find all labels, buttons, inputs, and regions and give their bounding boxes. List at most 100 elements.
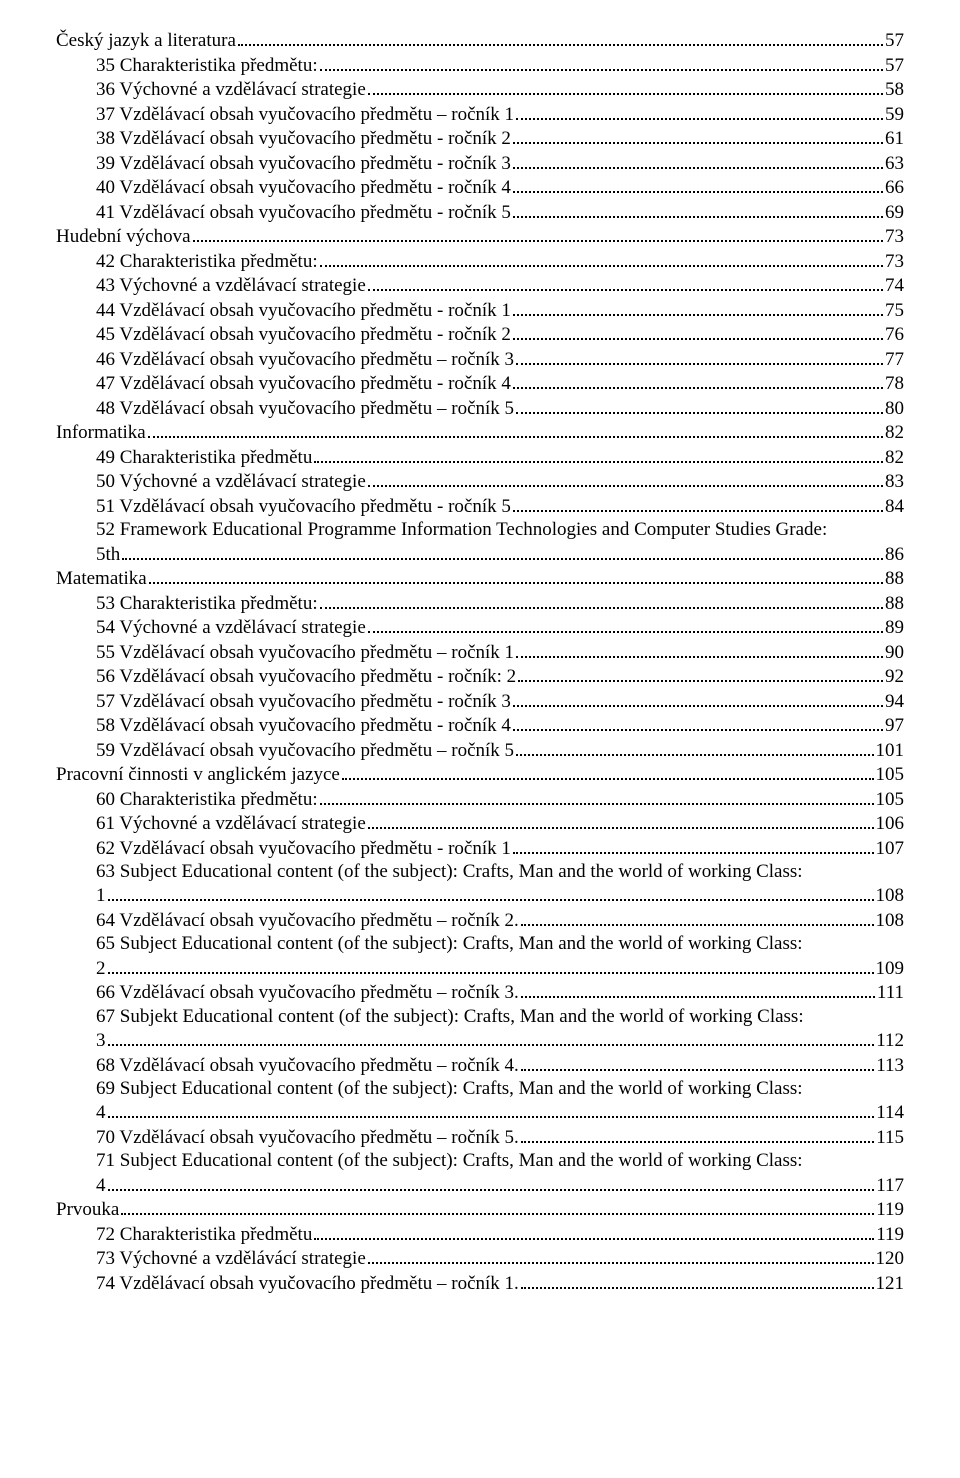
toc-entry: 71 Subject Educational content (of the s… <box>56 1149 904 1197</box>
toc-entry: 36 Výchovné a vzdělávací strategie58 <box>56 77 904 102</box>
toc-title-tail: 2 <box>96 957 106 980</box>
toc-line: 3112 <box>96 1028 904 1053</box>
toc-page: 83 <box>885 470 904 493</box>
toc-title: 41 Vzdělávací obsah vyučovacího předmětu… <box>96 201 511 224</box>
toc-leader <box>513 200 883 218</box>
toc-leader <box>108 1028 875 1046</box>
toc-title: 59 Vzdělávací obsah vyučovacího předmětu… <box>96 739 514 762</box>
toc-title: 52 Framework Educational Programme Infor… <box>96 518 904 541</box>
toc-leader <box>513 175 883 193</box>
toc-entry: Hudební výchova73 <box>56 224 904 249</box>
toc-page: 82 <box>885 421 904 444</box>
toc-leader <box>314 1222 874 1240</box>
toc-entry: 54 Výchovné a vzdělávací strategie89 <box>56 615 904 640</box>
toc-title: 40 Vzdělávací obsah vyučovacího předmětu… <box>96 176 511 199</box>
toc-title: 56 Vzdělávací obsah vyučovacího předmětu… <box>96 665 516 688</box>
toc-entry: 45 Vzdělávací obsah vyučovacího předmětu… <box>56 322 904 347</box>
toc-page: 121 <box>876 1272 905 1295</box>
toc-entry: 60 Charakteristika předmětu:105 <box>56 786 904 811</box>
toc-entry: Matematika88 <box>56 566 904 591</box>
toc-title: 53 Charakteristika předmětu: <box>96 592 318 615</box>
toc-leader <box>108 956 874 974</box>
toc-leader <box>516 102 883 120</box>
toc-title: 62 Vzdělávací obsah vyučovacího předmětu… <box>96 837 511 860</box>
toc-page: 77 <box>885 348 904 371</box>
toc-title-tail: 1 <box>96 884 106 907</box>
toc-line: 1 108 <box>96 883 904 908</box>
toc-title: 54 Výchovné a vzdělávací strategie <box>96 616 366 639</box>
toc-title: 55 Vzdělávací obsah vyučovacího předmětu… <box>96 641 514 664</box>
toc-title: 65 Subject Educational content (of the s… <box>96 932 904 955</box>
toc-leader <box>320 786 874 804</box>
toc-title-tail: 5th <box>96 543 120 566</box>
toc-leader <box>368 1246 874 1264</box>
toc-page: 106 <box>876 812 905 835</box>
toc-entry: 48 Vzdělávací obsah vyučovacího předmětu… <box>56 396 904 421</box>
toc-title: 67 Subjekt Educational content (of the s… <box>96 1005 904 1028</box>
toc-title-tail: 4 <box>96 1174 106 1197</box>
toc-entry: 38 Vzdělávací obsah vyučovacího předmětu… <box>56 126 904 151</box>
toc-title: 35 Charakteristika předmětu: <box>96 54 318 77</box>
toc-leader <box>513 322 883 340</box>
toc-entry: 59 Vzdělávací obsah vyučovacího předmětu… <box>56 737 904 762</box>
toc-entry: 49 Charakteristika předmětu 82 <box>56 445 904 470</box>
toc-title: 45 Vzdělávací obsah vyučovacího předmětu… <box>96 323 511 346</box>
toc-entry: 39 Vzdělávací obsah vyučovacího předmětu… <box>56 151 904 176</box>
toc-leader <box>516 737 873 755</box>
toc-title-tail: 4 <box>96 1101 106 1124</box>
toc-page: 97 <box>885 714 904 737</box>
toc-entry: Informatika82 <box>56 420 904 445</box>
toc-entry: 66 Vzdělávací obsah vyučovacího předmětu… <box>56 980 904 1005</box>
toc-entry: 43 Výchovné a vzdělávací strategie74 <box>56 273 904 298</box>
toc-leader <box>368 77 883 95</box>
toc-page: 88 <box>885 592 904 615</box>
toc-line: 4114 <box>96 1100 904 1125</box>
toc-leader <box>521 1052 874 1070</box>
toc-page: 76 <box>885 323 904 346</box>
toc-leader <box>149 566 883 584</box>
toc-entry: 51 Vzdělávací obsah vyučovacího předmětu… <box>56 494 904 519</box>
toc-leader <box>518 664 883 682</box>
toc-leader <box>368 811 874 829</box>
toc-entry: 61 Výchovné a vzdělávací strategie106 <box>56 811 904 836</box>
toc-leader <box>516 347 883 365</box>
toc-title: Pracovní činnosti v anglickém jazyce <box>56 763 340 786</box>
toc-title: 69 Subject Educational content (of the s… <box>96 1077 904 1100</box>
toc-entry: 46 Vzdělávací obsah vyučovacího předmětu… <box>56 347 904 372</box>
toc-leader <box>521 1271 874 1289</box>
toc-title: Český jazyk a literatura <box>56 29 236 52</box>
toc-page: 63 <box>885 152 904 175</box>
toc-title: 64 Vzdělávací obsah vyučovacího předmětu… <box>96 909 519 932</box>
toc-page: 88 <box>885 567 904 590</box>
toc-page: 59 <box>885 103 904 126</box>
toc-leader <box>108 1100 875 1118</box>
toc-leader <box>521 980 875 998</box>
toc-page: 57 <box>885 29 904 52</box>
toc-entry: 52 Framework Educational Programme Infor… <box>56 518 904 566</box>
toc-title: 36 Výchovné a vzdělávací strategie <box>96 78 366 101</box>
toc-entry: 35 Charakteristika předmětu: 57 <box>56 53 904 78</box>
toc-page: 75 <box>885 299 904 322</box>
toc-leader <box>193 224 883 242</box>
toc-leader <box>122 541 883 559</box>
toc-leader <box>148 420 883 438</box>
toc-page: 108 <box>876 884 905 907</box>
toc-title: 68 Vzdělávací obsah vyučovacího předmětu… <box>96 1054 519 1077</box>
toc-entry: 47 Vzdělávací obsah vyučovacího předmětu… <box>56 371 904 396</box>
toc-page: 57 <box>885 54 904 77</box>
toc-title: 57 Vzdělávací obsah vyučovacího předmětu… <box>96 690 511 713</box>
toc-page: 78 <box>885 372 904 395</box>
toc-page: 82 <box>885 446 904 469</box>
toc-title: 71 Subject Educational content (of the s… <box>96 1149 904 1172</box>
toc-leader <box>513 688 883 706</box>
toc-title: 49 Charakteristika předmětu <box>96 446 312 469</box>
toc-leader <box>516 396 883 414</box>
toc-page: 73 <box>885 250 904 273</box>
toc-leader <box>513 494 883 512</box>
toc-line: 5th86 <box>96 541 904 566</box>
table-of-contents: Český jazyk a literatura 57 35 Charakteri… <box>56 28 904 1295</box>
toc-page: 90 <box>885 641 904 664</box>
toc-leader <box>238 28 883 46</box>
toc-page: 107 <box>876 837 905 860</box>
toc-leader <box>121 1197 874 1215</box>
